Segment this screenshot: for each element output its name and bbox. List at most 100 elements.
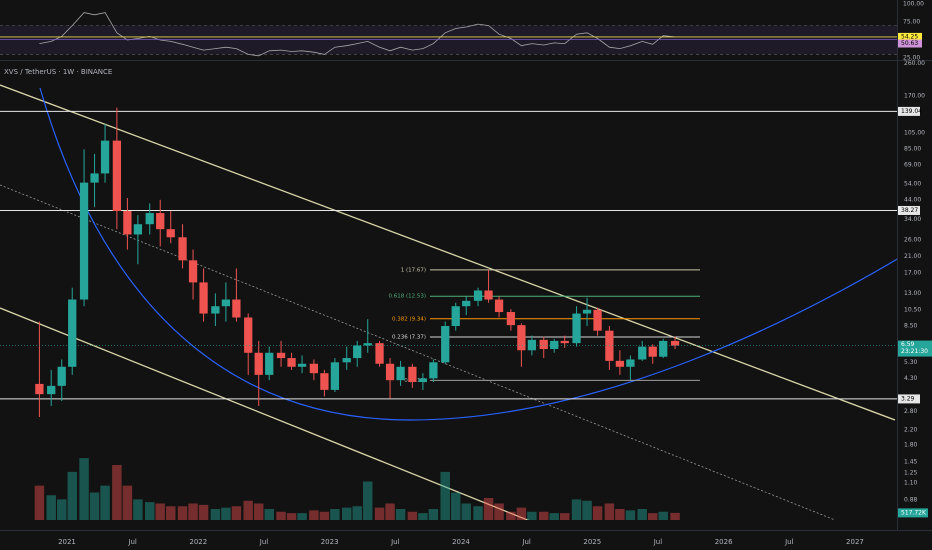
x-tick-label: 2022 <box>189 538 207 546</box>
dotted-trendline <box>0 184 836 520</box>
volume-bar <box>155 503 165 520</box>
candle-body <box>145 213 154 225</box>
candle-body <box>550 340 559 350</box>
volume-bar <box>428 509 439 520</box>
drawings <box>0 84 897 520</box>
volume-bar <box>264 509 274 520</box>
volume-bar <box>560 513 570 520</box>
volume-bar <box>571 499 582 520</box>
volume-bar <box>253 503 264 520</box>
candle-body <box>265 352 274 375</box>
candle-body <box>462 300 471 307</box>
volume-bar <box>210 509 221 520</box>
candle-body <box>670 340 680 346</box>
x-tick-label: 2026 <box>715 538 733 546</box>
volume-bar <box>461 503 471 520</box>
candle-body <box>35 383 44 395</box>
fib-label: 0.618 (12.53) <box>388 294 426 300</box>
rsi-tick-label: 75.00 <box>903 18 920 25</box>
volume-bar <box>188 503 198 520</box>
volume-bar <box>506 511 516 520</box>
candle-body <box>385 363 395 381</box>
candle-body <box>539 339 548 350</box>
rsi-band <box>0 25 897 55</box>
volume-bar <box>243 500 253 520</box>
volume-bar <box>385 503 395 520</box>
x-tick-label: Jul <box>784 538 794 546</box>
volume-bar <box>670 512 680 520</box>
volume-bar <box>363 481 373 520</box>
volume-bar <box>319 511 330 520</box>
y-tick-label: 85.00 <box>904 146 921 153</box>
volume-bar <box>112 465 122 520</box>
x-tick-label: Jul <box>521 538 531 546</box>
y-tick-label: 2.20 <box>904 426 918 433</box>
rsi-ma-label-box <box>898 39 922 48</box>
candle-body <box>615 360 625 367</box>
candle-body <box>244 317 253 353</box>
volume-bar <box>67 471 77 520</box>
candle-body <box>100 140 110 174</box>
candle-body <box>133 224 143 235</box>
rsi-label-box <box>898 32 922 41</box>
candle-body <box>287 358 296 367</box>
candle-body <box>408 366 417 383</box>
x-tick-label: Jul <box>259 538 269 546</box>
y-tick-label: 8.50 <box>904 323 918 330</box>
volume-bar <box>122 485 133 520</box>
candle-body <box>494 299 504 313</box>
volume-bar <box>100 485 110 520</box>
y-tick-label: 44.00 <box>904 196 921 203</box>
last-price-label: 6.59 <box>901 341 915 348</box>
volume-bar <box>592 506 603 520</box>
candle-body <box>254 352 263 375</box>
x-tick-label: Jul <box>390 538 400 546</box>
y-tick-label: 69.00 <box>904 162 921 169</box>
fib-label: 0.236 (7.37) <box>392 334 426 340</box>
volume-bar <box>549 513 559 520</box>
y-tick-label: 0.88 <box>904 497 918 504</box>
volume-bar <box>440 471 450 520</box>
candle-body <box>484 290 493 300</box>
volume-bar <box>658 511 668 520</box>
x-tick-label: Jul <box>653 538 663 546</box>
volume-bar <box>473 506 483 520</box>
volume-bar <box>144 502 155 520</box>
candle-body <box>638 346 647 360</box>
rsi-tick-label: 25.00 <box>903 54 920 61</box>
y-tick-label: 10.50 <box>904 306 921 313</box>
y-tick-label: 34.00 <box>904 216 921 223</box>
volume-label: 517.72K <box>901 509 927 516</box>
fib-label: 1 (17.67) <box>401 267 426 273</box>
x-tick-label: 2024 <box>452 538 470 546</box>
volume-bar <box>276 511 286 520</box>
volume-bar <box>604 503 615 520</box>
x-tick-label: 2023 <box>321 538 339 546</box>
volume-bar <box>527 511 537 520</box>
volume-bar <box>407 511 418 520</box>
volume-bar <box>166 506 176 520</box>
candle-body <box>156 213 165 230</box>
candle-body <box>90 173 99 183</box>
volume-bar <box>198 504 209 520</box>
x-tick-label: 2027 <box>846 538 864 546</box>
candle-body <box>123 211 132 235</box>
candle-body <box>626 359 635 367</box>
candle-body <box>276 352 286 359</box>
y-tick-label: 21.00 <box>904 253 921 260</box>
volume-bar <box>615 509 625 520</box>
volume-bar <box>418 513 428 520</box>
candle-body <box>441 326 450 363</box>
candle-body <box>188 260 198 283</box>
y-tick-label: 5.30 <box>904 359 918 366</box>
level-label-box <box>898 106 920 116</box>
level-label-box <box>898 205 920 215</box>
y-tick-label: 170.00 <box>904 92 925 99</box>
level-label: 38.27 <box>901 207 918 214</box>
volume-bar <box>297 513 307 520</box>
volume-bar <box>309 510 319 520</box>
candle-body <box>648 346 657 357</box>
candle-body <box>593 309 602 331</box>
candle-body <box>363 343 372 346</box>
